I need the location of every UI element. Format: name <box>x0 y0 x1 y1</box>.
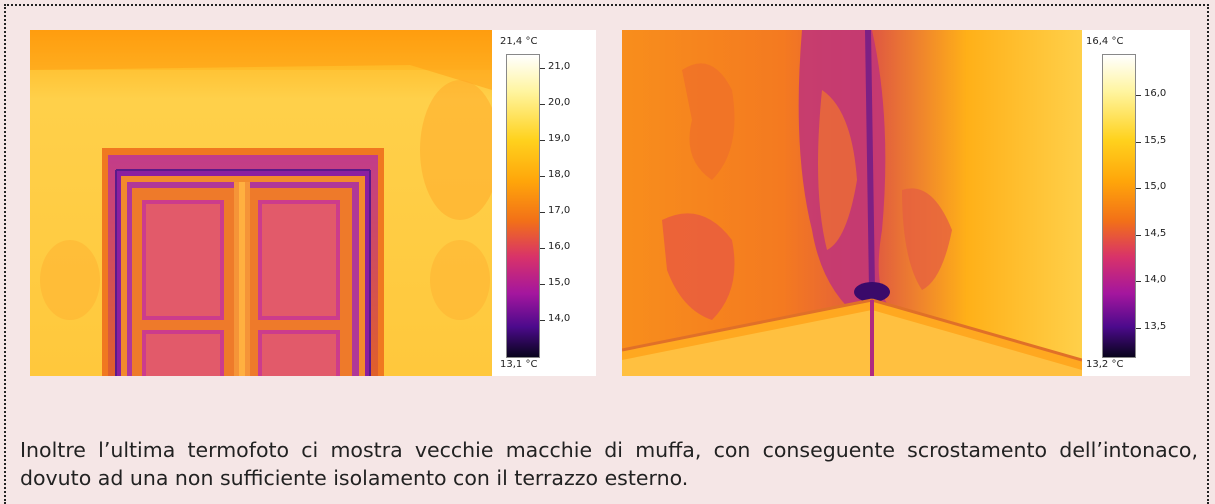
scale-tick <box>540 212 545 213</box>
scale-tick-label: 18,0 <box>548 169 571 180</box>
thermogram-window: 21,4 °C 13,1 °C 21,0 20,0 19,0 18,0 17,0 16,0… <box>30 30 596 376</box>
scale-tick-label: 15,5 <box>1144 134 1167 146</box>
temperature-scale-right: 16,4 °C 13,2 °C 16,0 15,5 15,0 14,5 14,0 13,5 <box>1086 30 1190 376</box>
thermogram-corner: 16,4 °C 13,2 °C 16,0 15,5 15,0 14,5 14,0 13,5 <box>622 30 1190 376</box>
scale-tick-label: 13,5 <box>1144 320 1167 332</box>
thermal-image-corner <box>622 30 1082 376</box>
temperature-scale-left: 21,4 °C 13,1 °C 21,0 20,0 19,0 18,0 17,0 16,0… <box>496 30 596 376</box>
scale-tick-label: 16,0 <box>548 241 571 252</box>
scale-tick-label: 17,0 <box>548 205 571 216</box>
thermal-image-window <box>30 30 492 376</box>
scale-tick-label: 14,5 <box>1144 227 1167 239</box>
scale-tick <box>540 68 545 69</box>
scale-tick-label: 14,0 <box>548 313 571 324</box>
scale-tick-label: 16,0 <box>1144 88 1167 99</box>
scale-tick <box>540 248 545 249</box>
page-frame <box>4 4 1209 504</box>
scale-tick <box>540 104 545 105</box>
scale-min-label: 13,1 °C <box>500 359 538 370</box>
scale-min-label: 13,2 °C <box>1086 359 1124 370</box>
caption-paragraph: Inoltre l’ultima termofoto ci mostra vec… <box>20 438 1198 490</box>
scale-tick <box>1136 95 1141 96</box>
scale-tick-label: 14,0 <box>1144 274 1167 285</box>
color-scale-bar <box>506 54 540 358</box>
scale-tick-label: 21,0 <box>548 61 571 72</box>
scale-tick <box>1136 188 1141 189</box>
scale-tick-label: 15,0 <box>548 277 571 288</box>
scale-tick <box>540 284 545 285</box>
scale-max-label: 16,4 °C <box>1086 36 1124 47</box>
scale-tick <box>540 176 545 177</box>
scale-max-label: 21,4 °C <box>500 36 538 47</box>
scale-tick-label: 15,0 <box>1144 181 1167 192</box>
scale-tick <box>1136 281 1141 282</box>
scale-tick-label: 20,0 <box>548 97 571 108</box>
scale-tick <box>540 320 545 321</box>
scale-tick <box>1136 141 1141 143</box>
scale-tick <box>540 140 545 141</box>
scale-tick-label: 19,0 <box>548 133 571 144</box>
color-scale-bar <box>1102 54 1136 358</box>
scale-tick <box>1136 327 1141 329</box>
scale-tick <box>1136 234 1141 236</box>
